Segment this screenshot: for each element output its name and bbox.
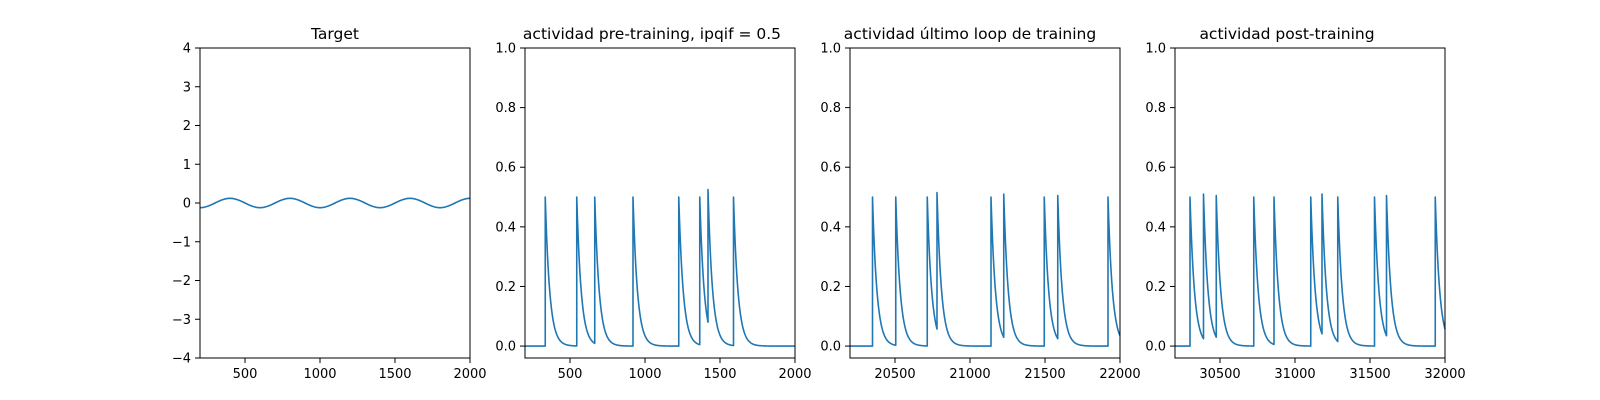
y-tick-label: −4 <box>172 352 191 367</box>
y-tick-label: 3 <box>183 80 191 95</box>
x-tick-label: 21500 <box>1024 367 1065 382</box>
y-tick-label: 0.4 <box>1145 220 1166 235</box>
x-tick-label: 20500 <box>874 367 915 382</box>
y-tick-label: −2 <box>172 274 191 289</box>
panel-title: actividad último loop de training <box>844 25 1096 43</box>
y-tick-label: 0.2 <box>1145 280 1166 295</box>
y-tick-label: 1.0 <box>1145 42 1166 57</box>
panel-title: actividad pre-training, ipqif = 0.5 <box>523 25 781 43</box>
y-tick-label: 4 <box>183 42 191 57</box>
subplot-pre-training: actividad pre-training, ipqif = 0.5 500 1… <box>495 25 811 382</box>
x-tick-label: 1000 <box>303 367 336 382</box>
y-tick-label: 0.2 <box>495 280 516 295</box>
subplot-post-training: actividad post-training 30500 31000 31500 3… <box>1145 25 1465 382</box>
y-tick-label: 0.8 <box>495 101 516 116</box>
axes-frame <box>849 47 1121 359</box>
y-tick-label: 0 <box>183 197 191 212</box>
x-tick-label: 1000 <box>628 367 661 382</box>
x-tick-label: 32000 <box>1424 367 1465 382</box>
series-line <box>849 191 1121 347</box>
y-tick-label: 0.8 <box>820 101 841 116</box>
y-tick-label: 0.4 <box>495 220 516 235</box>
axes-frame <box>1174 47 1446 359</box>
x-tick-label: 500 <box>558 367 583 382</box>
y-tick-label: 0.8 <box>1145 101 1166 116</box>
x-tick-label: 2000 <box>778 367 811 382</box>
y-tick-label: 0.4 <box>820 220 841 235</box>
x-tick-label: 1500 <box>703 367 736 382</box>
x-tick-label: 22000 <box>1099 367 1140 382</box>
y-tick-label: 1.0 <box>495 42 516 57</box>
x-tick-label: 21000 <box>949 367 990 382</box>
y-tick-label: 0.2 <box>820 280 841 295</box>
axes-frame <box>524 47 796 359</box>
series-line <box>199 197 471 209</box>
y-tick-label: 2 <box>183 119 191 134</box>
panel-title: Target <box>310 25 359 43</box>
x-tick-label: 30500 <box>1199 367 1240 382</box>
y-tick-label: 0.0 <box>820 340 841 355</box>
y-tick-label: 0.6 <box>820 161 841 176</box>
subplot-last-training-loop: actividad último loop de training 20500 2… <box>820 25 1140 382</box>
subplot-target: Target 500 1000 1500 2000 −4 −3 −2 −1 0 1 2 3 4 <box>172 25 487 382</box>
y-tick-label: 0.0 <box>1145 340 1166 355</box>
series-line <box>524 188 796 347</box>
x-tick-label: 31500 <box>1349 367 1390 382</box>
y-tick-label: 0.6 <box>1145 161 1166 176</box>
y-tick-label: 1.0 <box>820 42 841 57</box>
x-tick-label: 1500 <box>378 367 411 382</box>
panel-title: actividad post-training <box>1199 25 1374 43</box>
y-tick-label: 0.0 <box>495 340 516 355</box>
y-tick-label: 1 <box>183 158 191 173</box>
x-tick-label: 500 <box>233 367 258 382</box>
y-tick-label: −3 <box>172 313 191 328</box>
x-tick-label: 31000 <box>1274 367 1315 382</box>
y-tick-label: 0.6 <box>495 161 516 176</box>
x-tick-label: 2000 <box>453 367 486 382</box>
series-line <box>1174 193 1446 347</box>
y-tick-label: −1 <box>172 235 191 250</box>
